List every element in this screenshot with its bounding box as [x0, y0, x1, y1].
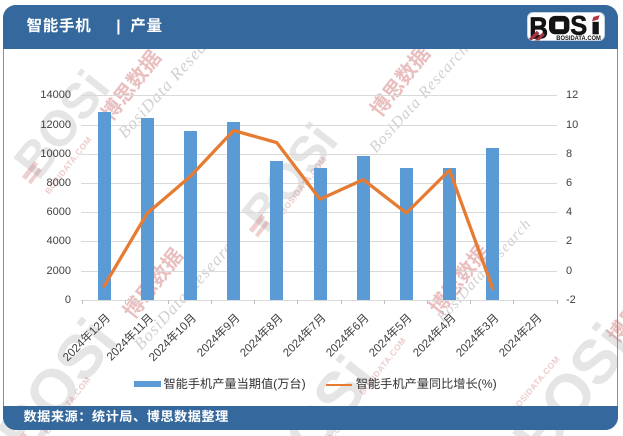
- svg-text:S: S: [570, 12, 587, 40]
- svg-text:BOSIDATA.COM: BOSIDATA.COM: [556, 35, 601, 41]
